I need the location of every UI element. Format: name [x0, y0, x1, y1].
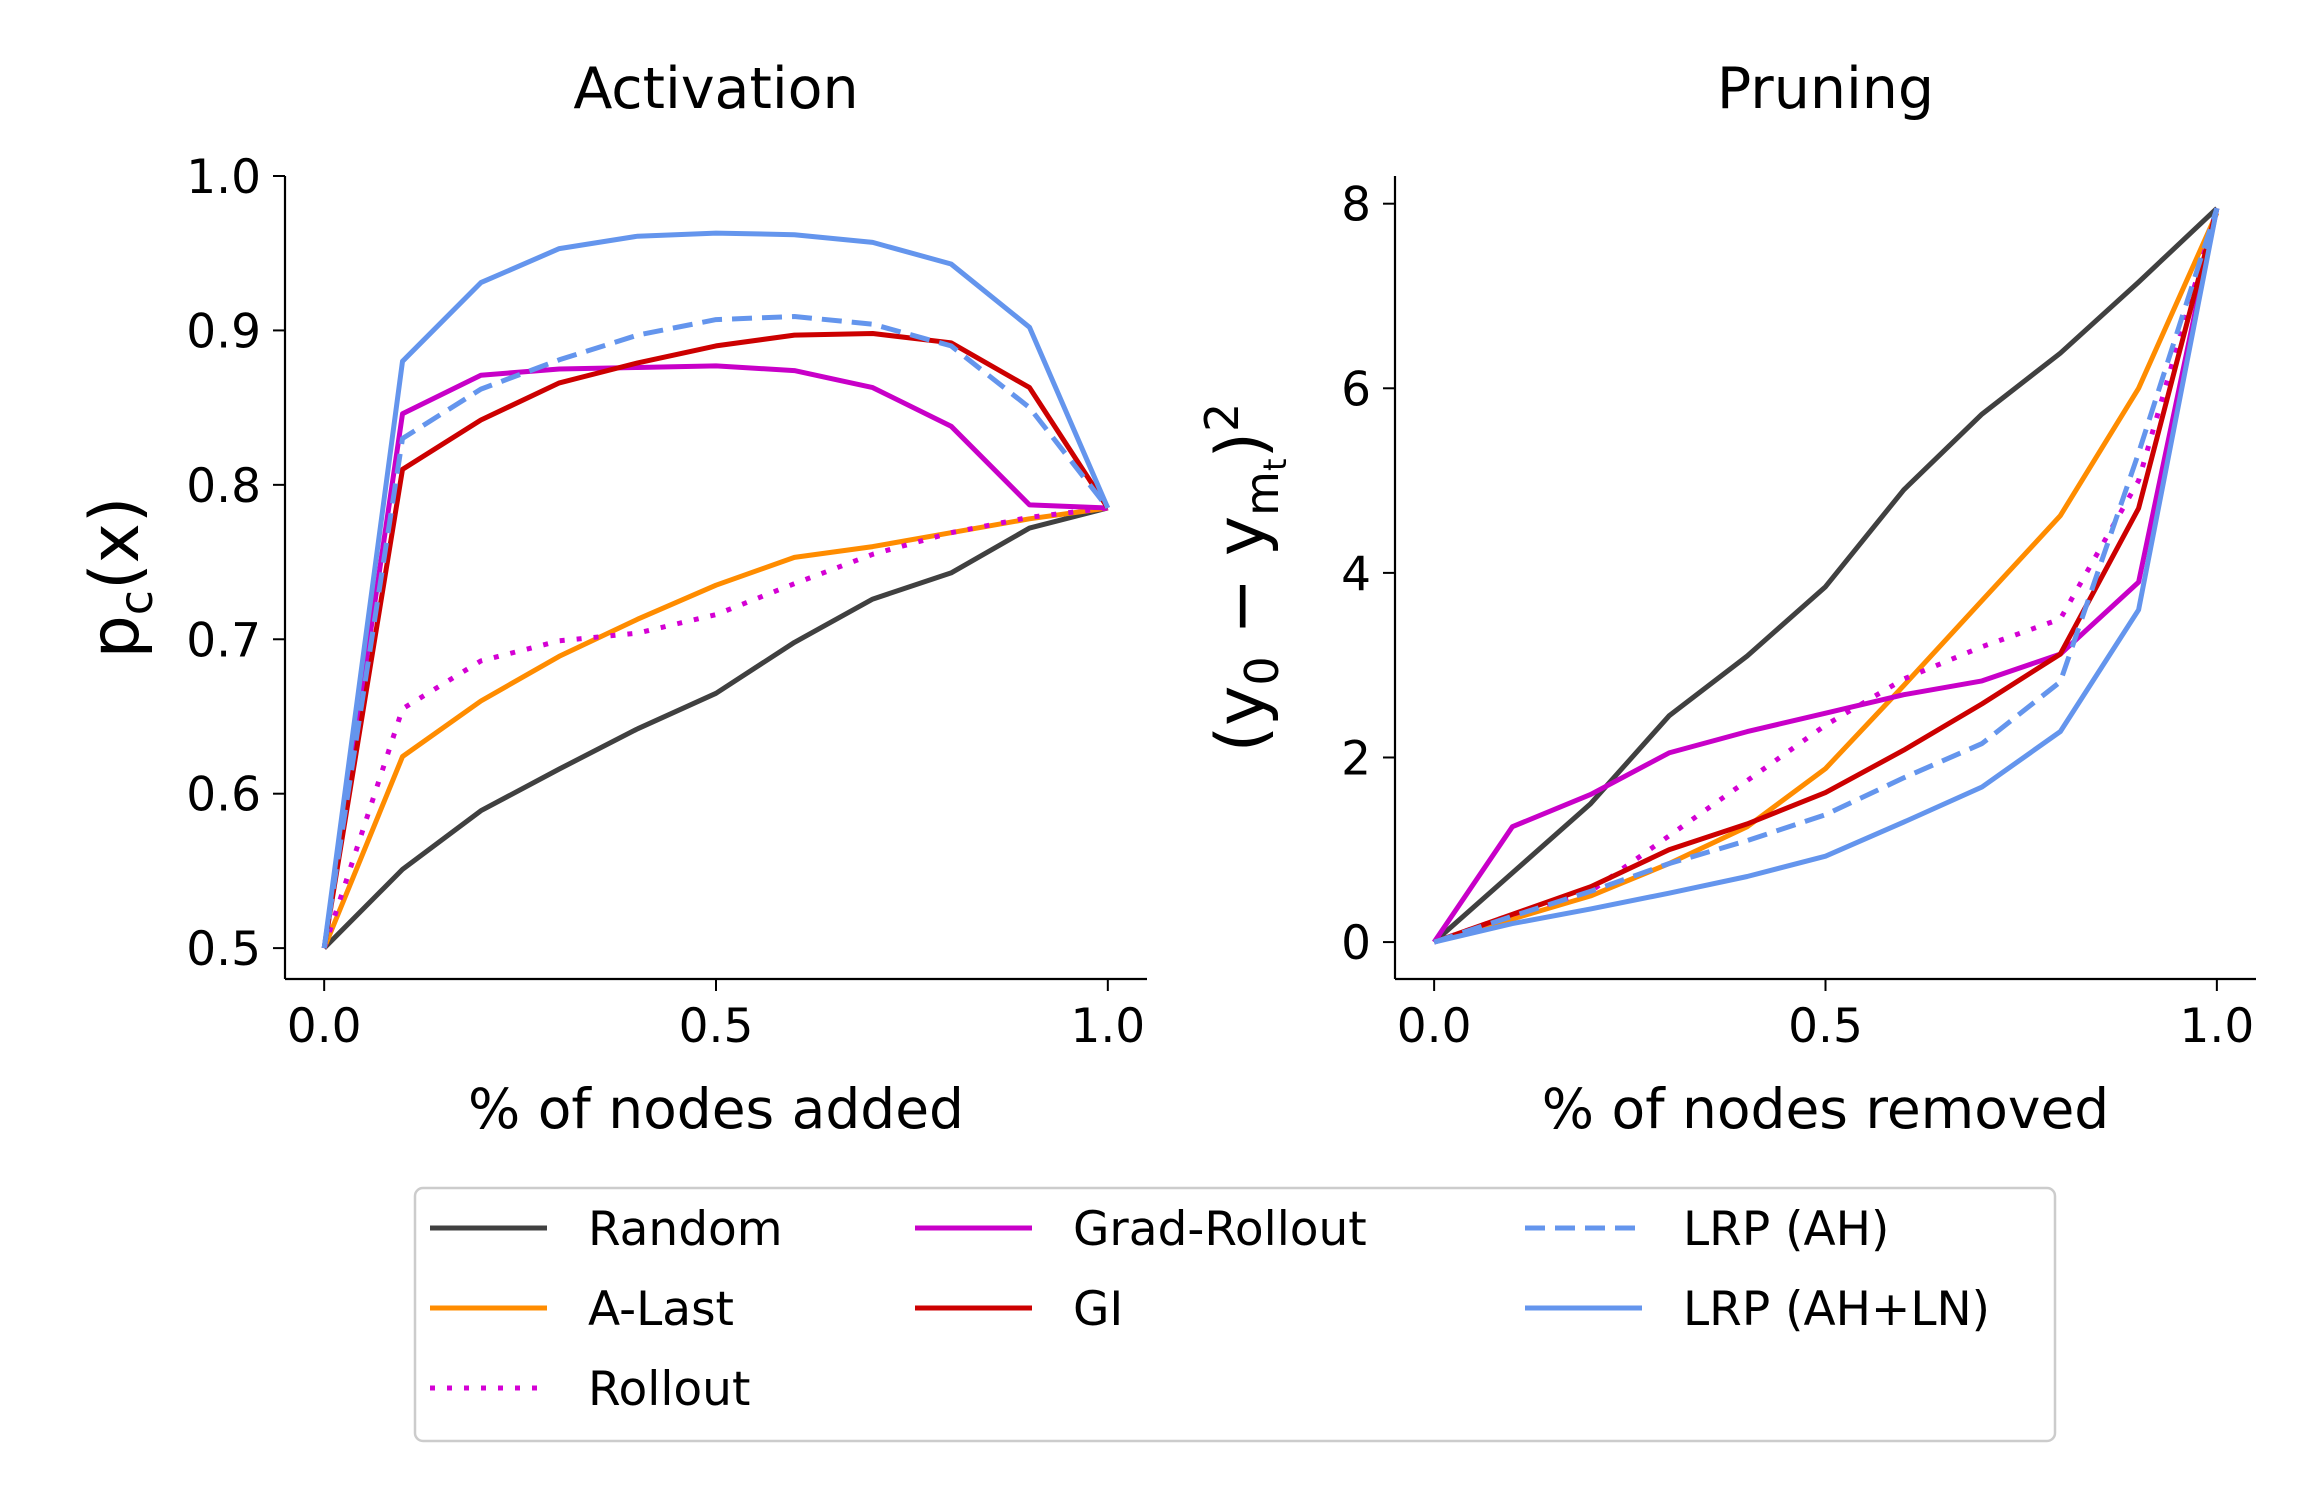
- series-line-grad-rollout: [321, 363, 1108, 949]
- legend-label-lrp-ah-ln: LRP (AH+LN): [1683, 1282, 1990, 1337]
- ylabel-subscript-t: t: [1256, 458, 1294, 471]
- y-tick-label: 0.6: [186, 768, 261, 823]
- series-line-lrp-ah-ln: [1433, 207, 2220, 945]
- series-line-lrp-ah: [1433, 207, 2220, 945]
- ylabel-base: p: [76, 615, 155, 658]
- ylabel-subscript-0: 0: [1235, 656, 1289, 685]
- panel-pruning: 0.0 0.5 1.0 0 2 4 6 8 Pruning % of nodes removed (…: [1195, 56, 2256, 1141]
- y-tick-label: 0.9: [186, 304, 261, 359]
- legend-frame: [413, 1186, 2057, 1443]
- series-line-gi: [321, 331, 1110, 949]
- series-line-a-last: [1433, 211, 2220, 945]
- x-axis-label: % of nodes added: [468, 1077, 964, 1141]
- ylabel-subscript: c: [109, 590, 163, 615]
- series-line-random: [322, 505, 1109, 950]
- ylabel-minus: − y: [1202, 516, 1281, 656]
- series-line-grad-rollout: [1432, 207, 2220, 944]
- ylabel-close: ): [1202, 432, 1281, 459]
- x-tick-label: 0.5: [679, 999, 754, 1054]
- chart-title: Activation: [573, 56, 858, 122]
- y-axis-label: (y0 − ymt)2: [1195, 403, 1294, 753]
- x-tick-label: 1.0: [1070, 999, 1145, 1054]
- chart-title: Pruning: [1717, 56, 1934, 122]
- legend-label-lrp-ah: LRP (AH): [1683, 1202, 1889, 1257]
- y-tick-label: 0.8: [186, 459, 261, 514]
- ylabel-rest: (x): [76, 497, 155, 590]
- y-tick-label: 2: [1341, 731, 1371, 786]
- y-tick-label: 1.0: [186, 150, 261, 205]
- y-tick-label: 8: [1341, 178, 1371, 233]
- series-line-a-last: [321, 505, 1109, 950]
- y-tick-label: 4: [1341, 547, 1371, 602]
- legend-label-rollout: Rollout: [588, 1362, 750, 1417]
- legend-label-grad-rollout: Grad-Rollout: [1073, 1202, 1367, 1257]
- legend-label-gi: GI: [1073, 1282, 1123, 1337]
- ylabel-subscript-m: m: [1235, 471, 1289, 516]
- series-line-lrp-ah-ln: [321, 230, 1111, 949]
- legend: Random A-Last Rollout Grad-Rollout GI LRP (AH…: [413, 1186, 2057, 1443]
- x-tick-label: 1.0: [2179, 999, 2254, 1054]
- x-tick-label: 0.5: [1788, 999, 1863, 1054]
- legend-label-a-last: A-Last: [588, 1282, 734, 1337]
- y-tick-label: 0.5: [186, 922, 261, 977]
- y-tick-label: 0.7: [186, 613, 261, 668]
- x-axis-label: % of nodes removed: [1542, 1077, 2109, 1141]
- y-tick-label: 6: [1341, 362, 1371, 417]
- x-tick-label: 0.0: [1397, 999, 1472, 1054]
- y-axis-label: pc(x): [76, 497, 163, 659]
- panel-activation: 0.0 0.5 1.0 0.5 0.6 0.7 0.8 0.9 1.0 Activation % o…: [76, 56, 1147, 1141]
- ylabel-open: (y: [1202, 686, 1281, 753]
- ylabel-superscript: 2: [1195, 403, 1249, 432]
- series-line-lrp-ah: [321, 314, 1110, 949]
- y-tick-label: 0: [1341, 916, 1371, 971]
- series-line-random: [1432, 206, 2219, 944]
- legend-label-random: Random: [588, 1202, 783, 1257]
- x-tick-label: 0.0: [287, 999, 362, 1054]
